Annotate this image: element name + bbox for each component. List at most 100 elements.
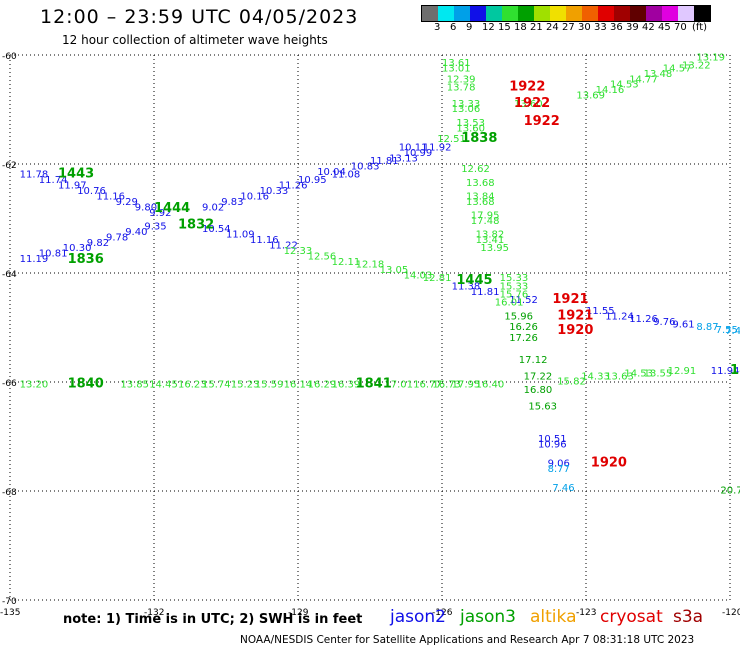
swh-label: 13.13 [389,153,418,164]
color-scale-label: 24 [546,22,559,33]
lat-tick-label: -66 [2,379,17,389]
time-label: 1444 [154,201,190,216]
swh-label: 13.06 [452,104,481,115]
swh-label: 7.46 [552,483,574,494]
swh-label: 12.18 [356,260,385,271]
swh-label: 9.40 [125,227,147,238]
color-cell [534,6,550,21]
swh-label: 17.48 [471,216,500,227]
swh-label: 7.4 [725,326,740,337]
swh-label: 13.61 [442,58,471,69]
swh-label: 12.81 [423,273,452,284]
swh-label: 14.03 [404,270,433,281]
swh-label: 8.87 [696,322,718,333]
swh-label: 12.62 [461,164,490,175]
swh-label: 17.95 [452,379,481,390]
color-scale-unit: (ft) [692,22,708,33]
swh-label: 14.16 [596,85,625,96]
swh-label: 13.60 [514,99,543,110]
swh-label: 11.16 [96,191,125,202]
swh-label: 15.76 [500,290,529,301]
swh-label: 11.81 [370,156,399,167]
swh-label: 13.95 [480,243,509,254]
swh-label: 11.16 [250,235,279,246]
frame-rect [9,54,731,601]
swh-label: 11.38 [452,281,481,292]
time-label: 1838 [461,131,497,146]
time-label: 1921 [552,292,588,307]
swh-label: 8.77 [548,464,570,475]
legend-item: s3a [673,607,704,627]
swh-label: 10.81 [39,249,68,260]
map-frame [9,54,731,601]
lat-tick-label: -68 [2,488,17,498]
color-scale-labels: 3 6 9 12 15 18 21 24 27 30 33 36 39 42 45 70 (ft) [421,22,740,36]
swh-label: 11.92 [423,142,452,153]
swh-label: 12.91 [668,366,697,377]
color-cell [422,6,438,21]
swh-label: 13.69 [576,91,605,102]
swh-label: 10.96 [538,439,567,450]
legend-item: altika [530,607,577,627]
color-scale-label: 15 [498,22,511,33]
swh-label: 11.26 [629,314,658,325]
swh-label: 17.26 [509,333,538,344]
swh-label: 9.78 [106,232,128,243]
note-text: note: 1) Time is in UTC; 2) SWH is in fe… [63,612,363,627]
swh-label: 16.80 [524,385,553,396]
color-cell [486,6,502,21]
lat-tick-label: -70 [2,597,17,607]
swh-label: 15.23 [231,379,260,390]
swh-label: 10.76 [77,186,106,197]
swh-label: 15.63 [528,401,557,412]
swh-label: 15.96 [504,311,533,322]
swh-label: 12.33 [284,246,313,257]
lon-tick-label: -126 [432,608,453,618]
swh-label: 9.61 [672,320,694,331]
swh-label: 10.33 [260,186,289,197]
swh-label: 9.06 [548,458,570,469]
swh-label: 14.77 [629,74,658,85]
color-scale-label: 39 [626,22,639,33]
swh-label: 10.83 [351,161,380,172]
lon-tick-label: -120 [722,608,740,618]
swh-label: 12.51 [437,134,466,145]
axis-tick-labels: -60 -62 -64 -66 -68 -70-135 -132 -129 -126 -123 -1… [0,52,740,618]
color-scale-bar [421,5,711,22]
swh-label: 13.68 [466,197,495,208]
swh-label: 11.24 [605,311,634,322]
time-label: 1922 [524,114,560,129]
swh-label: 13.78 [447,82,476,93]
color-cell [438,6,454,21]
swh-label: 9.29 [116,197,138,208]
swh-label: 15.33 [500,281,529,292]
time-label: 1841 [356,376,392,391]
color-scale-label: 9 [466,22,473,33]
swh-label: 11.19 [20,254,49,265]
lon-tick-label: -123 [576,608,596,618]
swh-label: 13.19 [696,52,725,63]
legend-item: jason3 [460,607,516,627]
swh-label: 16.01 [495,298,524,309]
swh-label: 13.60 [456,123,485,134]
color-cell [502,6,518,21]
color-scale-label: 3 [434,22,441,33]
swh-label: 14.33 [581,371,610,382]
swh-label: 11.78 [20,170,49,181]
swh-label: 13.41 [476,235,505,246]
swh-label: 11.94 [711,366,740,377]
swh-label: 10.30 [63,243,92,254]
color-cell [582,6,598,21]
color-cell [454,6,470,21]
legend-item: jason2 [390,607,446,627]
color-cell [646,6,662,21]
swh-label: 10.04 [317,167,346,178]
swh-label: 17.12 [519,355,548,366]
swh-label: 13.05 [380,265,409,276]
color-cell [566,6,582,21]
swh-label: 13.82 [476,230,505,241]
swh-label: 10.95 [298,175,327,186]
swh-label: 16.26 [509,322,538,333]
swh-label: 9.35 [144,221,166,232]
color-scale-label: 45 [658,22,671,33]
